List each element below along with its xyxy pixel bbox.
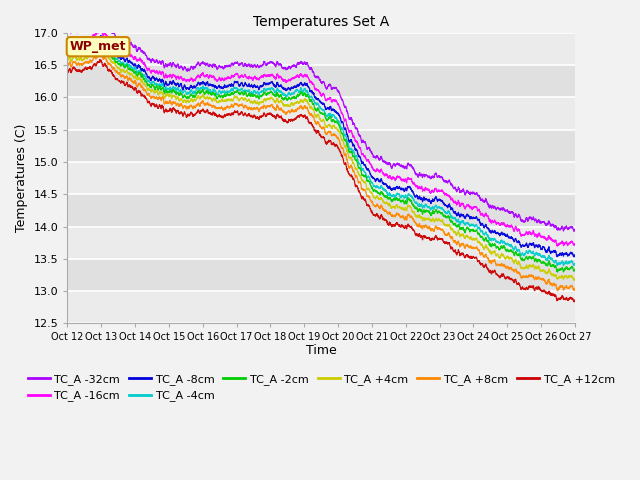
Bar <box>67 227 575 259</box>
Bar <box>67 97 575 130</box>
Bar <box>67 33 575 65</box>
Title: Temperatures Set A: Temperatures Set A <box>253 15 389 29</box>
Bar <box>67 291 575 324</box>
X-axis label: Time: Time <box>306 344 337 357</box>
Bar <box>67 162 575 194</box>
Text: WP_met: WP_met <box>70 40 126 53</box>
Y-axis label: Temperatures (C): Temperatures (C) <box>15 124 28 232</box>
Legend: TC_A -32cm, TC_A -16cm, TC_A -8cm, TC_A -4cm, TC_A -2cm, TC_A +4cm, TC_A +8cm, T: TC_A -32cm, TC_A -16cm, TC_A -8cm, TC_A … <box>23 370 619 406</box>
